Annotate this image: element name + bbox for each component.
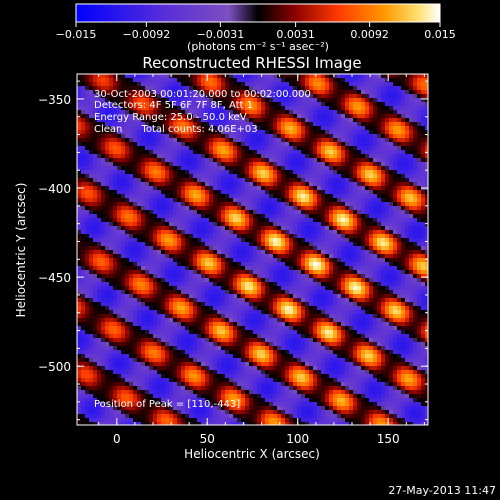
x-axis-label: Heliocentric X (arcsec) xyxy=(184,447,320,461)
chart-title: Reconstructed RHESSI Image xyxy=(142,54,361,72)
x-tick-label: 100 xyxy=(286,432,309,446)
colorbar-tick-label: −0.0031 xyxy=(197,28,245,41)
annotation-peak: Position of Peak = [110,-443] xyxy=(94,399,240,410)
y-tick-label: −400 xyxy=(38,182,71,196)
annotation-energy: Energy Range: 25.0 - 50.0 keV xyxy=(94,112,247,123)
x-tick-label: 150 xyxy=(377,432,400,446)
y-tick-label: −350 xyxy=(38,93,71,107)
x-tick-label: 50 xyxy=(200,432,215,446)
colorbar-tick-label: 0.0031 xyxy=(276,28,315,41)
timestamp: 27-May-2013 11:47 xyxy=(388,484,496,497)
colorbar-label: (photons cm⁻² s⁻¹ asec⁻²) xyxy=(187,40,329,53)
annotation-detectors: Detectors: 4F 5F 6F 7F 8F, Att 1 xyxy=(94,100,253,111)
colorbar-tick-label: 0.015 xyxy=(424,28,456,41)
colorbar xyxy=(75,3,441,23)
colorbar-tick-label: −0.015 xyxy=(56,28,97,41)
colorbar-ticks: −0.015 −0.0092 −0.0031 0.0031 0.0092 0.015 xyxy=(56,22,456,41)
annotation-time: 30-Oct-2003 00:01:20.000 to 00:02:00.000 xyxy=(94,89,311,100)
annotation-counts: Clean Total counts: 4.06E+03 xyxy=(94,124,258,135)
colorbar-tick-label: −0.0092 xyxy=(123,28,171,41)
colorbar-tick-label: 0.0092 xyxy=(350,28,389,41)
plot-frame xyxy=(76,73,429,426)
y-axis-label: Heliocentric Y (arcsec) xyxy=(14,183,28,318)
y-tick-label: −500 xyxy=(38,360,71,374)
x-tick-label: 0 xyxy=(113,432,121,446)
axes: 0 50 100 150 −350 −400 −450 −500 xyxy=(38,74,428,446)
heatmap xyxy=(77,74,428,425)
y-tick-label: −450 xyxy=(38,271,71,285)
